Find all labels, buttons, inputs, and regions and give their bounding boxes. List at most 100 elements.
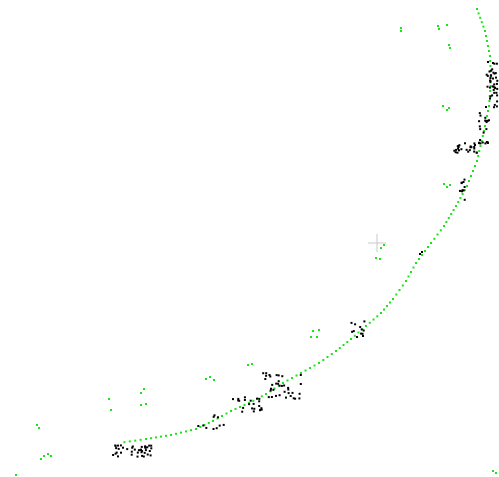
obstacle-point: [475, 151, 478, 154]
scan-point: [195, 428, 197, 430]
obstacle-point: [489, 95, 492, 98]
scan-point: [459, 197, 462, 199]
scan-point: [353, 334, 356, 337]
obstacle-point: [259, 409, 261, 412]
scan-point: [145, 438, 147, 440]
obstacle-point: [360, 328, 363, 331]
scan-point: [443, 225, 445, 227]
obstacle-point: [249, 399, 252, 402]
obstacle-point: [243, 399, 246, 401]
obstacle-point: [258, 397, 261, 400]
obstacle-point: [269, 375, 272, 378]
obstacle-point: [280, 384, 283, 387]
scan-point: [185, 430, 187, 433]
scan-point: [203, 424, 206, 426]
obstacle-point: [495, 82, 498, 85]
scan-point: [190, 429, 192, 432]
obstacle-point: [114, 452, 117, 455]
scan-point: [338, 347, 341, 349]
crosshair-icon: [368, 234, 386, 252]
obstacle-point: [478, 141, 481, 144]
scan-point: [300, 372, 302, 374]
obstacle-point: [212, 415, 215, 418]
obstacle-point: [354, 323, 357, 326]
obstacle-point: [294, 397, 297, 400]
scan-point: [392, 298, 394, 300]
obstacle-point: [237, 399, 240, 402]
scan-point: [180, 431, 182, 434]
obstacle-point: [142, 455, 145, 458]
obstacle-point: [496, 100, 499, 103]
scan-point: [485, 35, 487, 37]
scan-point: [400, 27, 402, 29]
obstacle-point: [115, 447, 118, 450]
obstacle-point: [202, 424, 205, 427]
obstacle-point: [136, 451, 139, 454]
scan-point: [368, 321, 371, 324]
obstacle-point: [362, 329, 365, 332]
obstacle-point: [278, 384, 281, 387]
scan-point: [442, 105, 444, 107]
scan-point: [140, 404, 142, 406]
obstacle-point: [485, 106, 487, 108]
scan-point: [410, 271, 412, 273]
obstacle-point: [486, 142, 489, 144]
obstacle-point: [487, 61, 489, 63]
scan-point: [489, 90, 492, 92]
scan-point: [350, 338, 352, 340]
scan-point: [123, 441, 126, 444]
obstacle-point: [137, 449, 140, 452]
scan-point: [318, 362, 320, 364]
scan-point: [474, 165, 476, 167]
obstacle-point: [277, 374, 280, 377]
scan-point: [455, 205, 457, 207]
scan-point: [487, 110, 489, 112]
obstacle-point: [478, 112, 481, 115]
scan-point: [326, 356, 329, 358]
scan-point: [427, 246, 429, 248]
obstacle-point: [275, 394, 277, 397]
obstacle-point: [495, 76, 497, 79]
obstacle-point: [248, 403, 251, 406]
scan-point: [489, 65, 492, 67]
scan-point: [375, 257, 377, 259]
obstacle-point: [473, 150, 476, 153]
scan-point: [36, 424, 38, 426]
scan-point: [405, 280, 407, 282]
obstacle-point: [212, 428, 215, 430]
scan-point: [260, 395, 263, 398]
obstacle-point: [117, 444, 119, 447]
obstacle-point: [489, 86, 491, 89]
obstacle-point: [298, 392, 301, 395]
obstacle-point: [267, 396, 270, 399]
obstacle-point: [485, 128, 488, 131]
scan-point: [380, 247, 382, 249]
obstacle-point: [478, 125, 481, 128]
scan-point: [476, 8, 478, 10]
obstacle-point: [419, 253, 421, 255]
obstacle-point: [120, 451, 122, 454]
obstacle-point: [251, 407, 254, 410]
obstacle-point: [496, 79, 499, 82]
black-point-layer: [112, 61, 499, 458]
obstacle-point: [421, 251, 423, 253]
obstacle-point: [489, 77, 492, 80]
obstacle-point: [461, 190, 463, 193]
scan-point: [225, 412, 228, 415]
obstacle-point: [218, 424, 221, 427]
obstacle-point: [481, 141, 484, 144]
obstacle-point: [455, 148, 458, 151]
scan-point: [448, 107, 450, 109]
scan-point: [486, 40, 488, 42]
obstacle-point: [485, 73, 488, 76]
obstacle-point: [271, 383, 274, 386]
scan-point: [313, 364, 316, 367]
scan-point: [389, 301, 391, 304]
scan-point: [436, 233, 439, 236]
obstacle-point: [275, 374, 278, 377]
obstacle-point: [363, 320, 366, 323]
obstacle-point: [359, 326, 362, 328]
scan-point: [452, 209, 455, 211]
